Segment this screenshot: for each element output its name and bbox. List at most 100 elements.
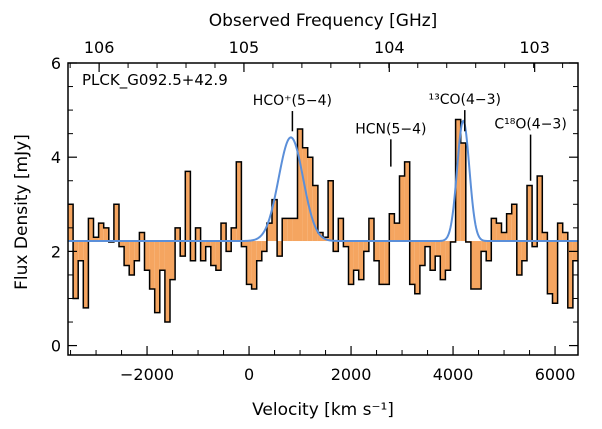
spectrum-bar [210, 241, 216, 266]
spectrum-bar [547, 241, 553, 294]
spectrum-bar [78, 241, 84, 261]
line-marker-label: HCO⁺(5−4) [253, 93, 332, 109]
spectrum-bar [129, 241, 135, 275]
spectrum-bar [542, 232, 548, 242]
spectrum-bar [557, 223, 563, 242]
spectrum-bar [93, 237, 99, 242]
y-tick-label: 6 [51, 54, 61, 73]
spectrum-bar [486, 241, 492, 261]
spectrum-bar [460, 143, 466, 242]
spectrum-bar [358, 241, 364, 280]
spectrum-bar [68, 204, 74, 242]
spectrum-bar [414, 241, 420, 294]
spectrum-bar [124, 241, 130, 266]
spectrum-bar [404, 161, 410, 242]
spectrum-bar [389, 213, 395, 242]
spectrum-bar [226, 241, 232, 252]
spectrum-bar [470, 241, 476, 290]
spectrum-bar [139, 232, 145, 242]
x-tick-label: 0 [244, 365, 254, 384]
spectrum-bar [221, 223, 227, 242]
spectrum-bar [562, 232, 568, 242]
spectrum-bar [552, 241, 558, 304]
spectrum-bar [506, 213, 512, 242]
spectrum-bar [567, 241, 573, 308]
spectrum-bar [215, 241, 221, 271]
top-tick-label: 103 [519, 38, 550, 57]
spectrum-bar [363, 241, 369, 252]
spectrum-bar [501, 232, 507, 242]
spectrum-bar [419, 241, 425, 266]
spectrum-bar [185, 171, 191, 242]
spectrum-bar [445, 241, 451, 271]
spectrum-bar [521, 241, 527, 261]
spectrum-bar [328, 180, 334, 242]
gaussian-fit-line [68, 119, 578, 243]
spectrum-bar [343, 241, 349, 247]
spectrum-bar [180, 241, 186, 257]
spectrum-bar [353, 241, 359, 271]
x-axis-title: Velocity [km s⁻¹] [252, 400, 394, 420]
spectrum-bar [297, 128, 303, 242]
y-tick-label: 2 [51, 242, 61, 261]
spectrum-bar [379, 241, 385, 285]
spectrum-bar [190, 241, 196, 261]
spectrum-bar [312, 185, 318, 242]
line-marker-label: ¹³CO(4−3) [429, 92, 502, 108]
spectrum-bar [164, 241, 170, 323]
y-tick-label: 4 [51, 148, 61, 167]
spectrum-bar [440, 241, 446, 280]
spectrum-bar [399, 176, 405, 242]
spectrum-bar [409, 241, 415, 285]
spectrum-bar [532, 241, 538, 247]
spectrum-bar [511, 204, 517, 242]
spectrum-bar [476, 241, 482, 290]
spectrum-bar [527, 185, 533, 242]
y-tick-label: 0 [51, 337, 61, 356]
spectrum-bar [241, 241, 247, 247]
spectrum-bar [144, 241, 150, 271]
spectrum-bar [159, 241, 165, 271]
spectrum-bar [384, 241, 390, 285]
spectrum-bar [83, 241, 89, 308]
spectrum-bar [516, 241, 522, 275]
spectrum-bar [307, 157, 313, 242]
spectrum-bar [119, 241, 125, 247]
spectrum-step-line [68, 118, 578, 323]
y-axis-title: Flux Density [mJy] [12, 134, 32, 290]
x-tick-label: 4000 [433, 365, 474, 384]
spectrum-bar [302, 147, 308, 242]
top-tick-label: 104 [374, 38, 405, 57]
spectrum-bar [481, 241, 487, 252]
spectrum-bar [374, 241, 380, 261]
line-marker-label: C¹⁸O(4−3) [494, 117, 567, 133]
spectrum-bar [256, 241, 262, 261]
plot-frame [67, 62, 579, 356]
spectrum-bar [200, 241, 206, 261]
spectrum-bar [103, 227, 109, 242]
spectrum-bar [98, 223, 104, 242]
source-name-label: PLCK_G092.5+42.9 [82, 71, 228, 90]
spectrum-bar [292, 218, 298, 242]
spectrum-bar [88, 218, 94, 242]
spectrum-bar [455, 119, 461, 242]
spectrum-bar [333, 241, 339, 252]
spectrum-bar [496, 223, 502, 242]
spectrum-bar [251, 241, 257, 290]
x-tick-label: 6000 [535, 365, 576, 384]
top-tick-label: 106 [84, 38, 115, 57]
spectrum-bar [266, 223, 272, 242]
spectrum-bar [491, 218, 497, 242]
spectrum-bar [195, 227, 201, 242]
spectrum-bar [282, 218, 288, 242]
spectrum-bar [287, 218, 293, 242]
spectrum-bar [277, 241, 283, 257]
spectrum-bar [134, 241, 140, 261]
x-tick-label: 2000 [331, 365, 372, 384]
spectrum-bar [338, 218, 344, 242]
spectrum-bar [425, 241, 431, 247]
spectrum-bar [394, 223, 400, 242]
spectrum-bar [175, 227, 181, 242]
top-axis-title: Observed Frequency [GHz] [209, 11, 438, 31]
